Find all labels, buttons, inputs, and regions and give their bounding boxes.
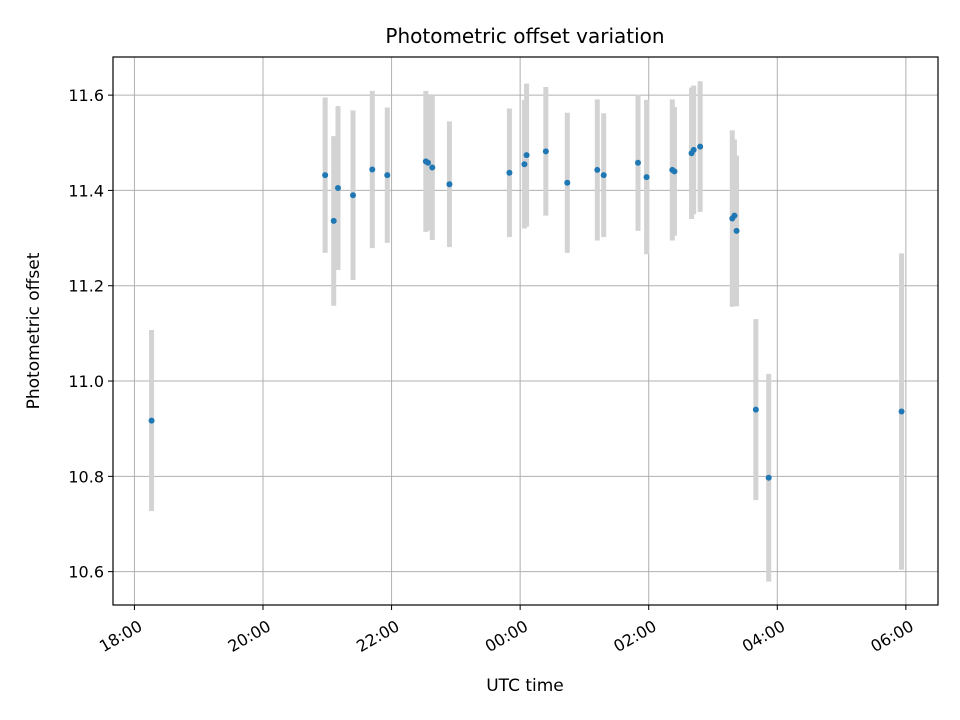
y-tick-label: 10.8 — [68, 467, 104, 486]
data-point — [148, 417, 155, 424]
data-point — [521, 161, 528, 168]
data-point — [429, 164, 436, 171]
data-point — [697, 143, 704, 150]
data-point — [542, 148, 549, 155]
y-axis-label: Photometric offset — [24, 252, 44, 409]
plot-frame — [112, 56, 939, 606]
data-point — [506, 169, 513, 176]
data-point — [898, 408, 905, 415]
y-tick-label: 11.4 — [68, 181, 104, 200]
data-point — [671, 168, 678, 175]
x-axis-label: UTC time — [486, 676, 564, 696]
data-point — [635, 159, 641, 166]
data-point — [690, 146, 697, 153]
data-point — [523, 152, 530, 159]
data-point — [384, 172, 391, 179]
data-point — [330, 217, 337, 224]
y-tick-label: 11.6 — [68, 86, 104, 105]
data-point — [733, 227, 740, 234]
data-point — [643, 174, 650, 181]
data-point — [765, 474, 772, 481]
data-point — [322, 172, 329, 179]
point-layer — [148, 143, 905, 481]
data-point — [564, 179, 571, 186]
data-point — [369, 166, 376, 173]
y-tick-label: 11.2 — [68, 277, 104, 296]
y-tick-label: 10.6 — [68, 563, 104, 582]
data-point — [594, 166, 601, 173]
data-point — [425, 159, 431, 166]
data-point — [446, 181, 453, 188]
data-point — [350, 192, 356, 199]
chart-title: Photometric offset variation — [385, 24, 664, 48]
data-point — [335, 185, 341, 192]
y-tick-label: 11.0 — [68, 372, 104, 391]
data-point — [752, 406, 759, 413]
data-point — [600, 172, 607, 179]
data-point — [731, 212, 738, 219]
